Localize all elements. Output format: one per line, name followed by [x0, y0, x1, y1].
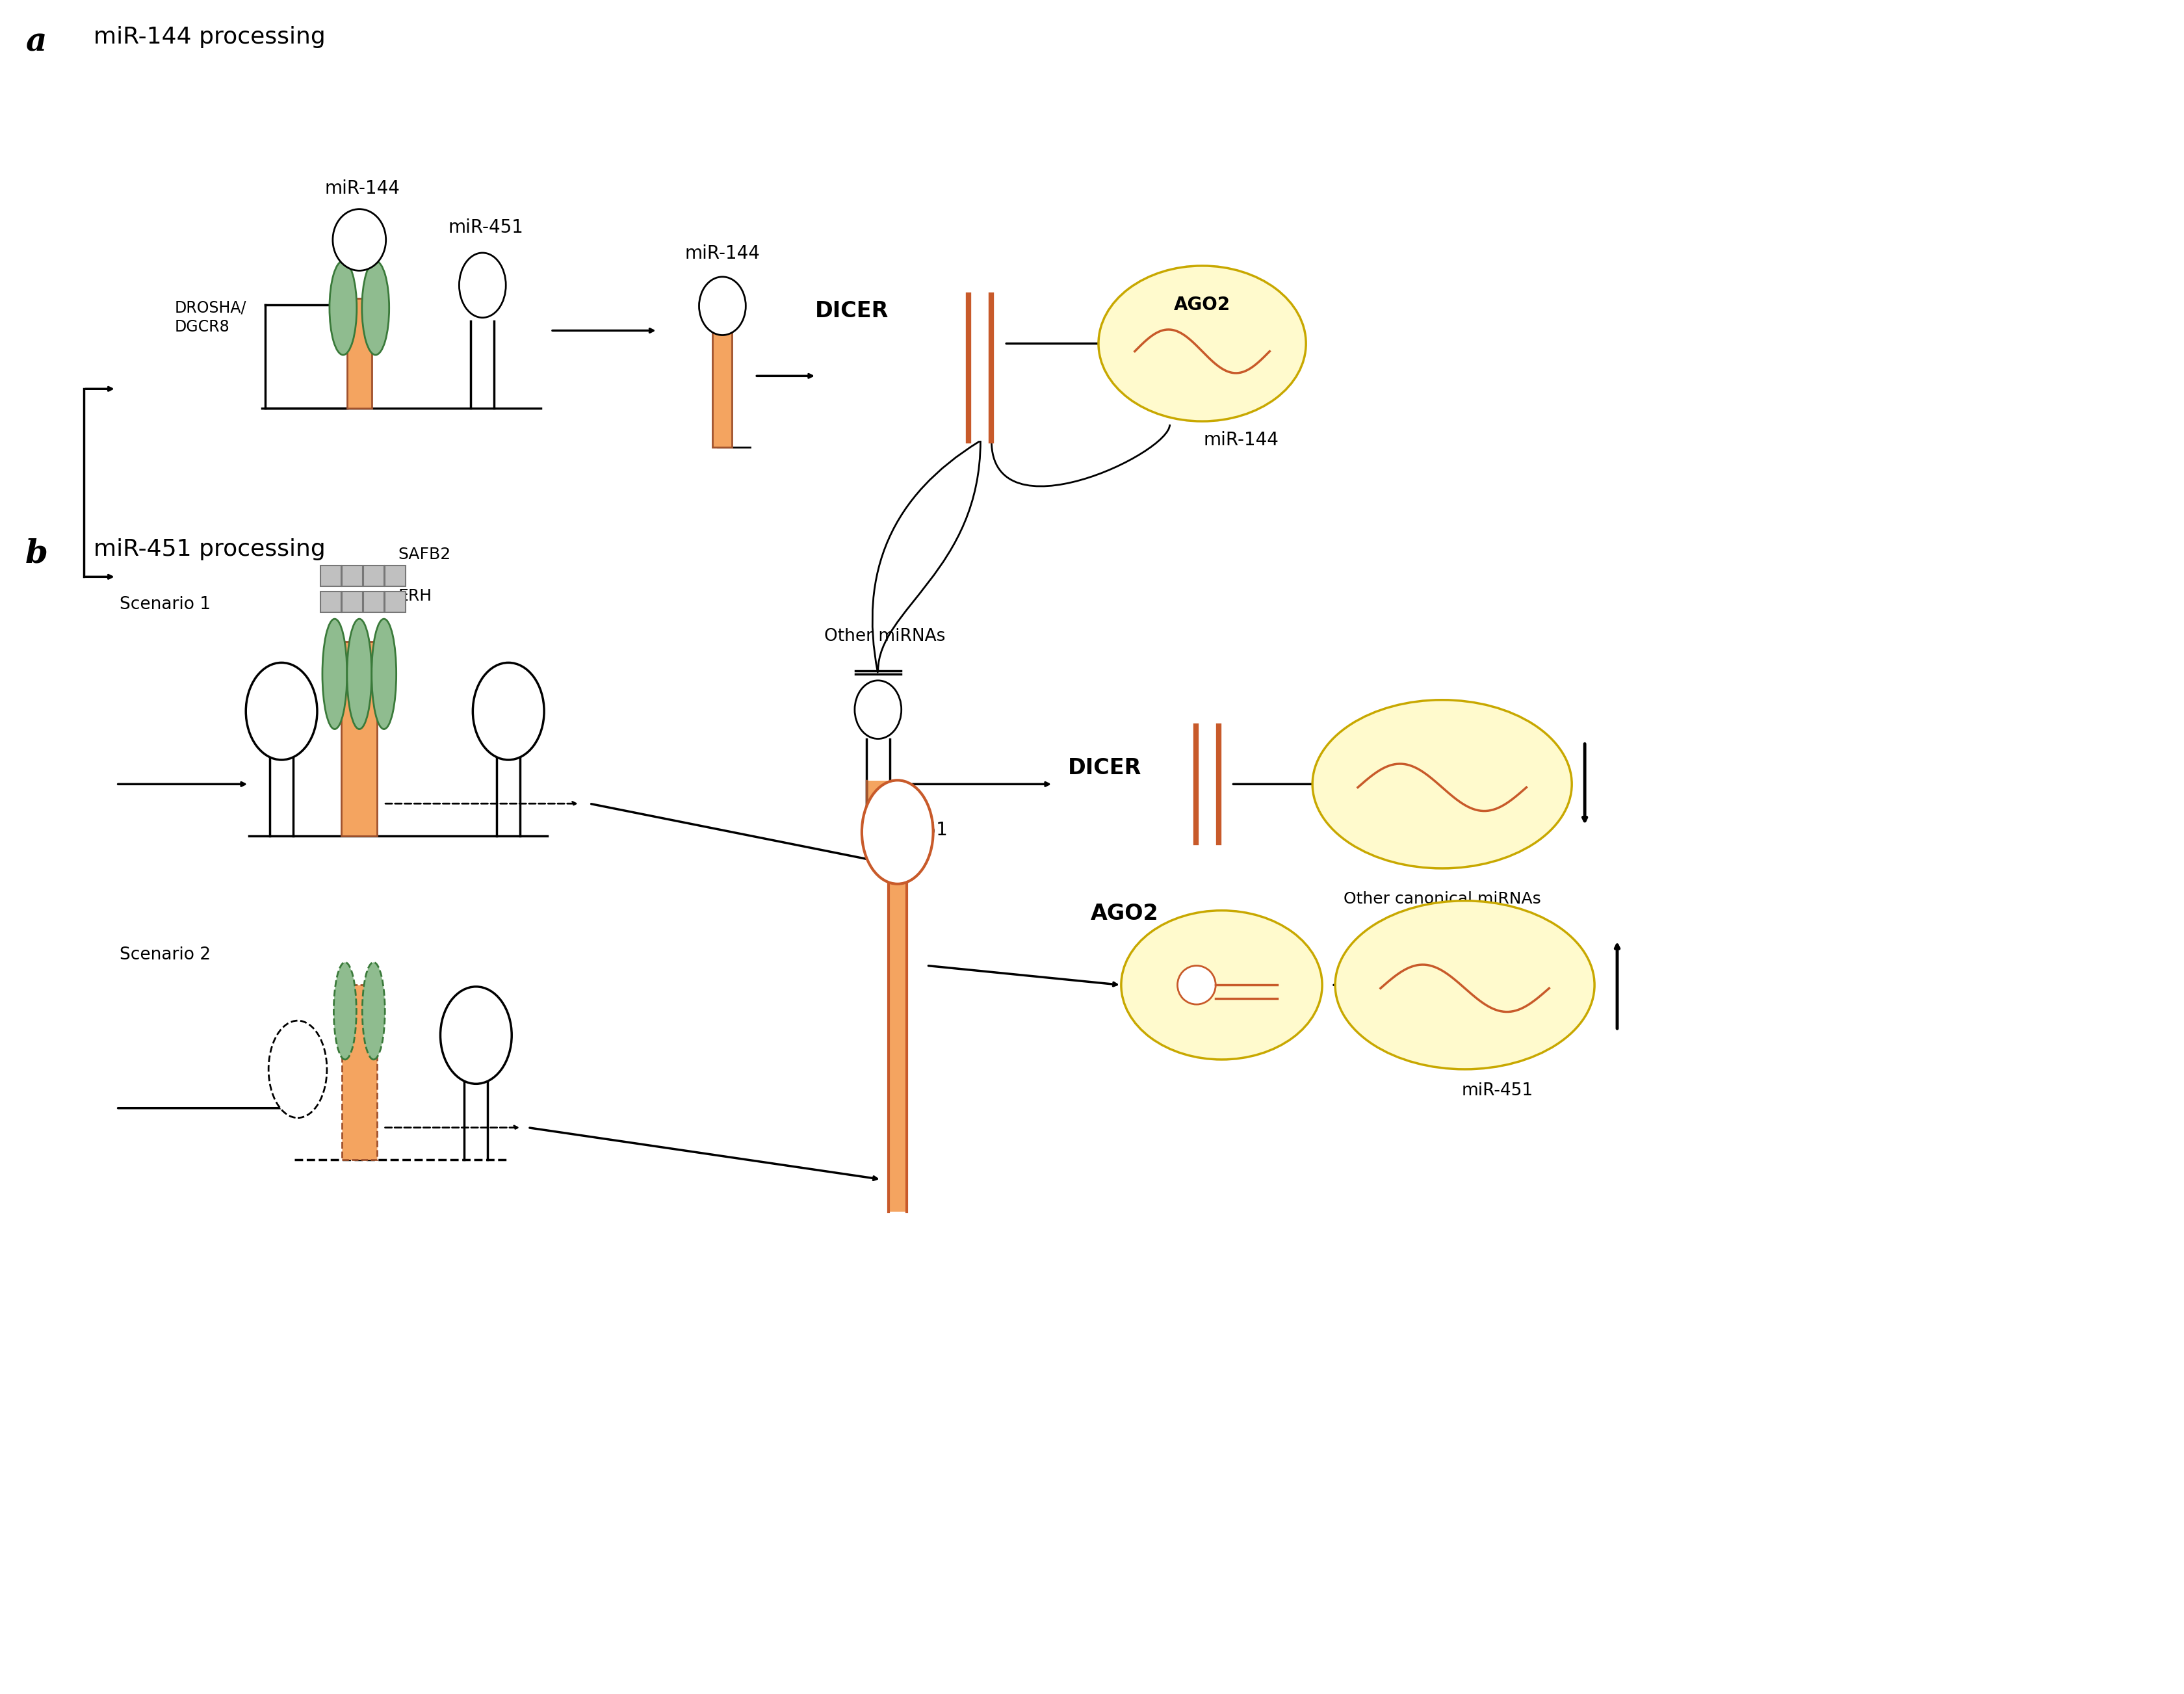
Text: miR-144: miR-144 — [1203, 430, 1280, 449]
Ellipse shape — [1120, 910, 1321, 1059]
Ellipse shape — [347, 618, 371, 728]
Text: a: a — [26, 25, 46, 58]
Ellipse shape — [472, 662, 544, 761]
Text: DICER: DICER — [1068, 757, 1142, 779]
Bar — [343, 984, 378, 1160]
Ellipse shape — [323, 618, 347, 728]
Text: Scenario 2: Scenario 2 — [120, 947, 210, 962]
Bar — [712, 330, 732, 447]
Ellipse shape — [330, 261, 356, 354]
Bar — [363, 591, 384, 613]
Text: miR-451: miR-451 — [1461, 1082, 1533, 1099]
Text: AGO2: AGO2 — [1090, 903, 1158, 925]
Text: Scenario 1: Scenario 1 — [120, 596, 210, 613]
Text: miR-144: miR-144 — [686, 244, 760, 263]
Ellipse shape — [1313, 700, 1572, 869]
Ellipse shape — [363, 261, 389, 354]
Text: miR-144 processing: miR-144 processing — [94, 25, 325, 47]
Text: miR-451: miR-451 — [874, 822, 948, 839]
Text: b: b — [26, 539, 48, 569]
Bar — [363, 566, 384, 586]
Ellipse shape — [1334, 901, 1594, 1069]
Text: ERH: ERH — [397, 588, 432, 605]
Ellipse shape — [459, 252, 507, 317]
Bar — [889, 869, 906, 1211]
Ellipse shape — [441, 986, 511, 1084]
Text: DICER: DICER — [815, 300, 889, 322]
Text: SAFB2: SAFB2 — [397, 547, 452, 562]
Ellipse shape — [247, 662, 317, 761]
Ellipse shape — [332, 208, 387, 271]
Bar — [321, 591, 341, 613]
Ellipse shape — [863, 781, 933, 884]
Bar — [867, 781, 889, 835]
Ellipse shape — [699, 276, 745, 335]
Bar — [321, 566, 341, 586]
Text: AGO2: AGO2 — [1175, 295, 1230, 313]
Ellipse shape — [854, 681, 902, 739]
Text: Other miRNAs: Other miRNAs — [823, 628, 946, 645]
Bar — [343, 591, 363, 613]
Text: miR-451: miR-451 — [448, 219, 524, 237]
Bar — [341, 642, 378, 835]
Text: DROSHA/
DGCR8: DROSHA/ DGCR8 — [175, 300, 247, 335]
Ellipse shape — [1177, 966, 1216, 1005]
Text: miR-144: miR-144 — [325, 180, 400, 198]
Bar — [384, 566, 406, 586]
Text: Other canonical miRNAs: Other canonical miRNAs — [1343, 891, 1542, 906]
Bar — [347, 298, 371, 408]
Ellipse shape — [371, 618, 395, 728]
Ellipse shape — [1099, 266, 1306, 422]
Bar — [384, 591, 406, 613]
Ellipse shape — [334, 962, 356, 1059]
Text: miR-451 processing: miR-451 processing — [94, 539, 325, 561]
Bar — [343, 566, 363, 586]
Ellipse shape — [363, 962, 384, 1059]
Ellipse shape — [269, 1021, 328, 1118]
